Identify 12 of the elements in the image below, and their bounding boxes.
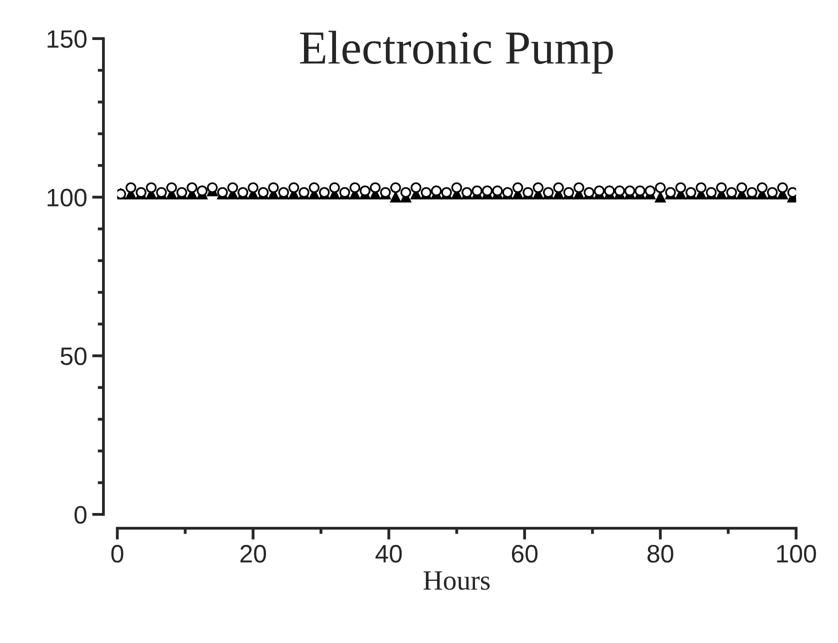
y-tick-label: 50 xyxy=(60,347,86,366)
x-axis-title: Hours xyxy=(424,571,490,590)
y-tick-label: 0 xyxy=(74,506,86,524)
y-tick-label: 100 xyxy=(48,188,86,206)
x-tick-label: 40 xyxy=(376,544,402,563)
x-tick-label: 100 xyxy=(777,544,816,563)
y-tick-label: 150 xyxy=(48,30,86,48)
chart-title: Electronic Pump xyxy=(300,30,613,74)
x-tick-label: 80 xyxy=(648,544,674,563)
x-tick-label: 0 xyxy=(111,544,124,563)
x-tick-label: 20 xyxy=(240,544,266,563)
x-tick-label: 60 xyxy=(512,544,538,563)
